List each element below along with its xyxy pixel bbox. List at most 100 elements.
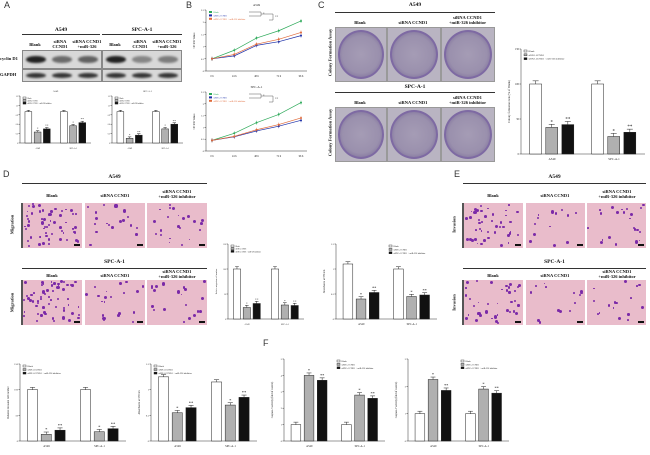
legend-label: Blank (120, 98, 124, 100)
stained-cell (580, 290, 584, 294)
bar (342, 263, 354, 320)
stained-cell (494, 315, 498, 319)
stained-cell (638, 230, 642, 233)
stained-cell (510, 220, 513, 223)
significance-marker: * (284, 299, 286, 303)
stained-cell (566, 214, 569, 217)
stained-cell (608, 236, 612, 239)
stained-cell (27, 240, 30, 243)
y-tick-label: 1 (333, 268, 335, 271)
stained-cell (43, 311, 46, 314)
stained-cell (625, 207, 628, 210)
y-tick-label: 0.3 (16, 134, 18, 136)
micrograph (147, 280, 207, 325)
stained-cell (62, 309, 66, 312)
stained-cell (58, 226, 62, 230)
bar (491, 392, 502, 442)
bar (69, 125, 77, 144)
colony-well-image (387, 27, 441, 82)
stained-cell (599, 209, 602, 212)
stained-cell (61, 316, 65, 320)
y-tick-label: 2 (281, 407, 283, 410)
y-axis-label: Caspase-7 activity (fold of control) (395, 382, 398, 419)
stained-cell (486, 230, 489, 233)
x-tick-label: A549 (43, 444, 50, 448)
y-tick-label: 0.5 (201, 58, 205, 61)
stained-cell (471, 238, 475, 242)
stained-cell (184, 304, 187, 307)
stained-cell (633, 228, 637, 231)
stained-cell (491, 213, 495, 216)
stained-cell (495, 224, 499, 228)
stained-cell (32, 203, 34, 205)
stained-cell (67, 304, 70, 306)
stained-cell (475, 229, 477, 231)
y-tick-label: 2.5 (201, 91, 205, 94)
significance-marker: ** (242, 390, 247, 395)
stained-cell (183, 321, 185, 323)
legend-label: siRNA CCND1 + miR-326 inhibitor (529, 58, 565, 61)
stained-cell (573, 291, 576, 294)
bar (419, 294, 430, 320)
stained-cell (70, 311, 74, 315)
stained-cell (39, 236, 42, 239)
protein-band (78, 73, 98, 79)
stained-cell (42, 290, 46, 294)
stained-cell (123, 292, 126, 295)
stained-cell (162, 307, 166, 311)
significance-marker: ** (137, 130, 141, 134)
stained-cell (599, 212, 603, 215)
stained-cell (70, 283, 73, 287)
stained-cell (41, 284, 44, 286)
y-tick-label: 0 (333, 318, 335, 321)
header-spc: SPC-A-1 (131, 27, 153, 33)
stained-cell (574, 212, 577, 215)
significance-bracket (261, 95, 274, 103)
col-sirna: siRNA CCND1 (52, 39, 68, 49)
divider (335, 12, 495, 13)
stained-cell (102, 317, 106, 321)
protein-band (52, 55, 72, 64)
significance-marker: * (263, 12, 265, 16)
stained-cell (607, 304, 611, 307)
stained-cell (538, 321, 542, 325)
stained-cell (513, 309, 516, 312)
stained-cell (62, 232, 65, 235)
stained-cell (41, 221, 45, 225)
stained-cell (480, 229, 483, 232)
stained-cell (503, 225, 506, 228)
legend-label: siRNA CCND1 (159, 369, 173, 372)
bar (341, 424, 352, 442)
stained-cell (168, 206, 172, 210)
col-blank: Blank (46, 193, 58, 198)
stained-cell (135, 289, 140, 293)
stained-cell (491, 317, 493, 320)
significance-marker: * (176, 405, 179, 410)
legend-swatch (230, 244, 235, 248)
stained-cell (483, 239, 486, 242)
legend-swatch (153, 371, 158, 375)
stained-cell (24, 225, 26, 228)
stained-cell (517, 304, 520, 307)
stained-cell (51, 317, 55, 320)
stained-cell (30, 236, 33, 239)
stained-cell (465, 217, 469, 221)
x-tick-label: A549 (245, 323, 251, 326)
stained-cell (573, 302, 576, 304)
significance-marker: * (164, 123, 166, 127)
stained-cell (61, 288, 65, 292)
bar (107, 428, 119, 442)
significance-marker: * (98, 424, 101, 429)
legend-swatch (114, 101, 119, 105)
stained-cell (472, 305, 476, 308)
y-tick-label: 1 (203, 46, 205, 49)
chart-d-migration-number: 0 50 100 150 Relative migration cell number A… (212, 240, 307, 328)
stained-cell (103, 301, 106, 303)
divider (335, 92, 495, 93)
stained-cell (118, 312, 122, 316)
legend-label: siRNA CCND1 (236, 248, 247, 251)
legend-swatch (114, 99, 119, 102)
stained-cell (85, 293, 89, 297)
chart-e-invasion-absorbance: 0 0.5 1 1.5 Absorbance at 570 nm A549 * ** SPC-A… (135, 360, 260, 450)
legend-swatch (523, 57, 528, 60)
